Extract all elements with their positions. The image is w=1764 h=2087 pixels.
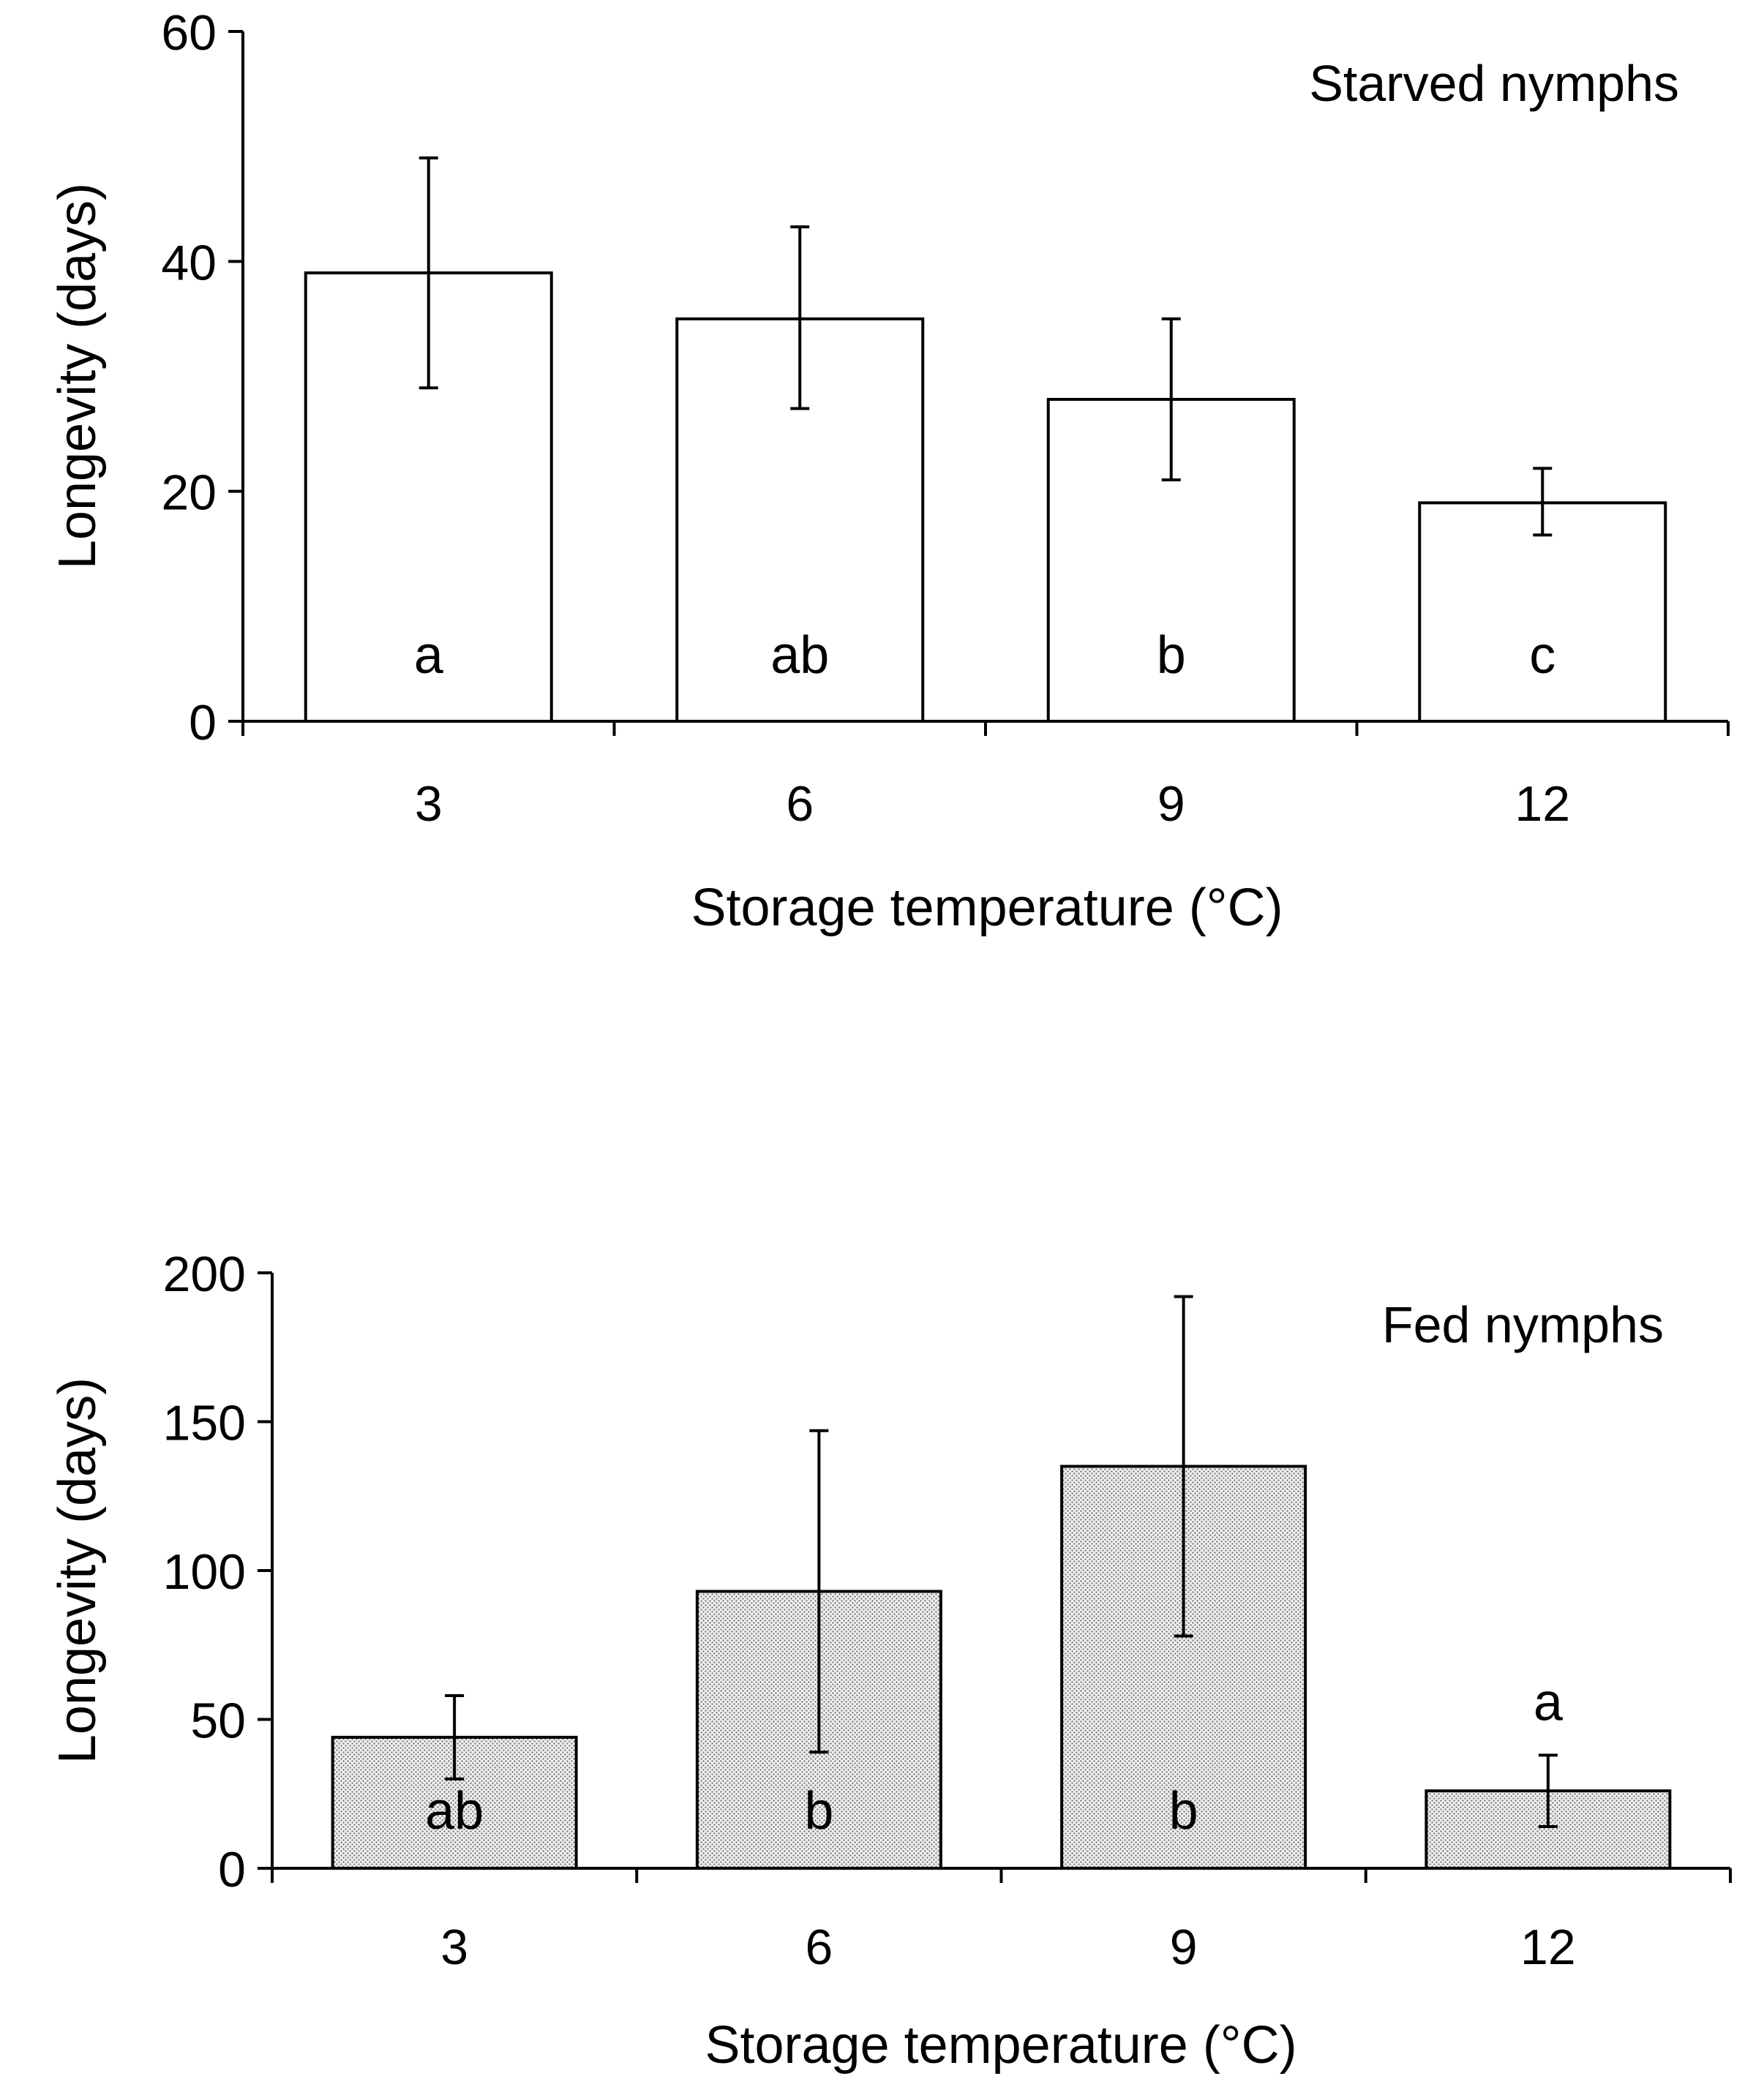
x-tick-label: 9 <box>1157 776 1185 832</box>
significance-letter: b <box>1169 1782 1198 1840</box>
significance-letter: b <box>804 1782 833 1840</box>
x-ticks: 3 6 9 12 <box>241 721 1730 832</box>
x-tick-label: 12 <box>1515 776 1570 832</box>
y-axis-title: Longevity (days) <box>48 1377 107 1764</box>
x-tick-label: 3 <box>440 1919 468 1975</box>
panel-label: Starved nymphs <box>1309 55 1679 112</box>
panel-label: Fed nymphs <box>1382 1296 1664 1353</box>
bars <box>304 271 1667 723</box>
significance-letter: b <box>1157 626 1186 685</box>
y-tick-label: 0 <box>189 695 217 751</box>
x-tick-label: 3 <box>415 776 443 832</box>
y-tick-label: 20 <box>161 465 217 521</box>
bar <box>1418 501 1667 723</box>
letters: a ab b c <box>414 626 1556 685</box>
x-tick-label: 6 <box>786 776 814 832</box>
x-tick-label: 6 <box>805 1919 833 1975</box>
y-tick-label: 200 <box>163 1246 246 1302</box>
y-tick-label: 150 <box>163 1396 246 1451</box>
letters: ab b b a <box>425 1673 1564 1840</box>
x-axis-title: Storage temperature (°C) <box>691 879 1283 937</box>
x-tick-label: 9 <box>1170 1919 1198 1975</box>
chart-starved: 0 20 40 60 3 6 9 12 a ab b c Starved nymphs Longe… <box>48 5 1730 937</box>
significance-letter: a <box>414 626 444 685</box>
error-bars <box>445 1295 1558 1829</box>
significance-letter: a <box>1534 1673 1564 1731</box>
y-axis-title: Longevity (days) <box>48 183 107 569</box>
significance-letter: c <box>1529 626 1555 685</box>
significance-letter: ab <box>770 626 829 685</box>
y-tick-label: 100 <box>163 1544 246 1600</box>
bars <box>331 1464 1672 1870</box>
y-tick-label: 50 <box>190 1693 246 1749</box>
x-tick-label: 12 <box>1520 1919 1576 1975</box>
error-bars <box>419 156 1553 537</box>
chart-fed: 0 50 100 150 200 3 6 9 12 ab b b a Fed nymphs Long… <box>48 1246 1732 2075</box>
significance-letter: ab <box>425 1782 484 1840</box>
y-ticks: 0 50 100 150 200 <box>163 1246 272 1898</box>
y-tick-label: 0 <box>218 1842 246 1898</box>
y-tick-label: 60 <box>161 5 217 61</box>
y-ticks: 0 20 40 60 <box>161 5 243 751</box>
x-ticks: 3 6 9 12 <box>271 1868 1732 1975</box>
y-tick-label: 40 <box>161 235 217 290</box>
x-axis-title: Storage temperature (°C) <box>705 2016 1296 2075</box>
